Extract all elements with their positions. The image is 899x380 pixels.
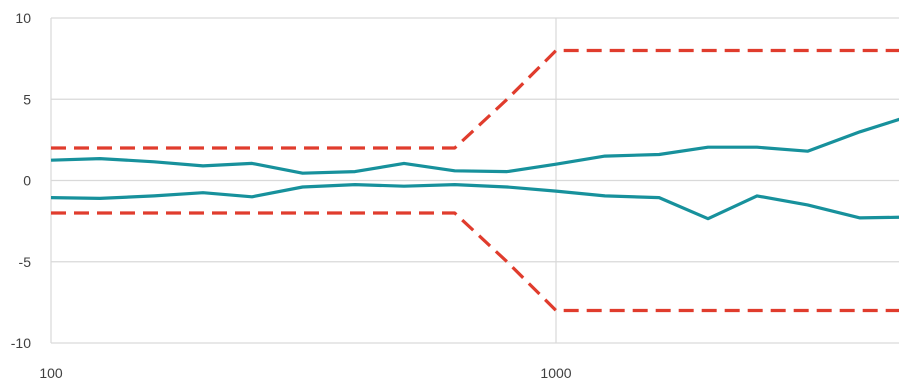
y-axis-tick-labels: 10 5 0 -5 -10 bbox=[11, 10, 31, 351]
y-tick-label: 10 bbox=[15, 10, 31, 26]
grid bbox=[50, 17, 899, 344]
series bbox=[50, 48, 899, 313]
y-tick-label: -10 bbox=[11, 335, 31, 351]
y-tick-label: 5 bbox=[23, 91, 31, 107]
x-axis-tick-labels: 100 1000 bbox=[39, 365, 571, 380]
measured-lower-line bbox=[50, 183, 899, 221]
x-tick-label: 100 bbox=[39, 365, 63, 380]
y-tick-label: -5 bbox=[19, 254, 32, 270]
upper-limit-line bbox=[51, 48, 899, 150]
y-tick-label: 0 bbox=[23, 173, 31, 189]
x-tick-label: 1000 bbox=[540, 365, 571, 380]
measured-upper-line bbox=[50, 117, 899, 175]
lower-limit-line bbox=[51, 211, 899, 313]
